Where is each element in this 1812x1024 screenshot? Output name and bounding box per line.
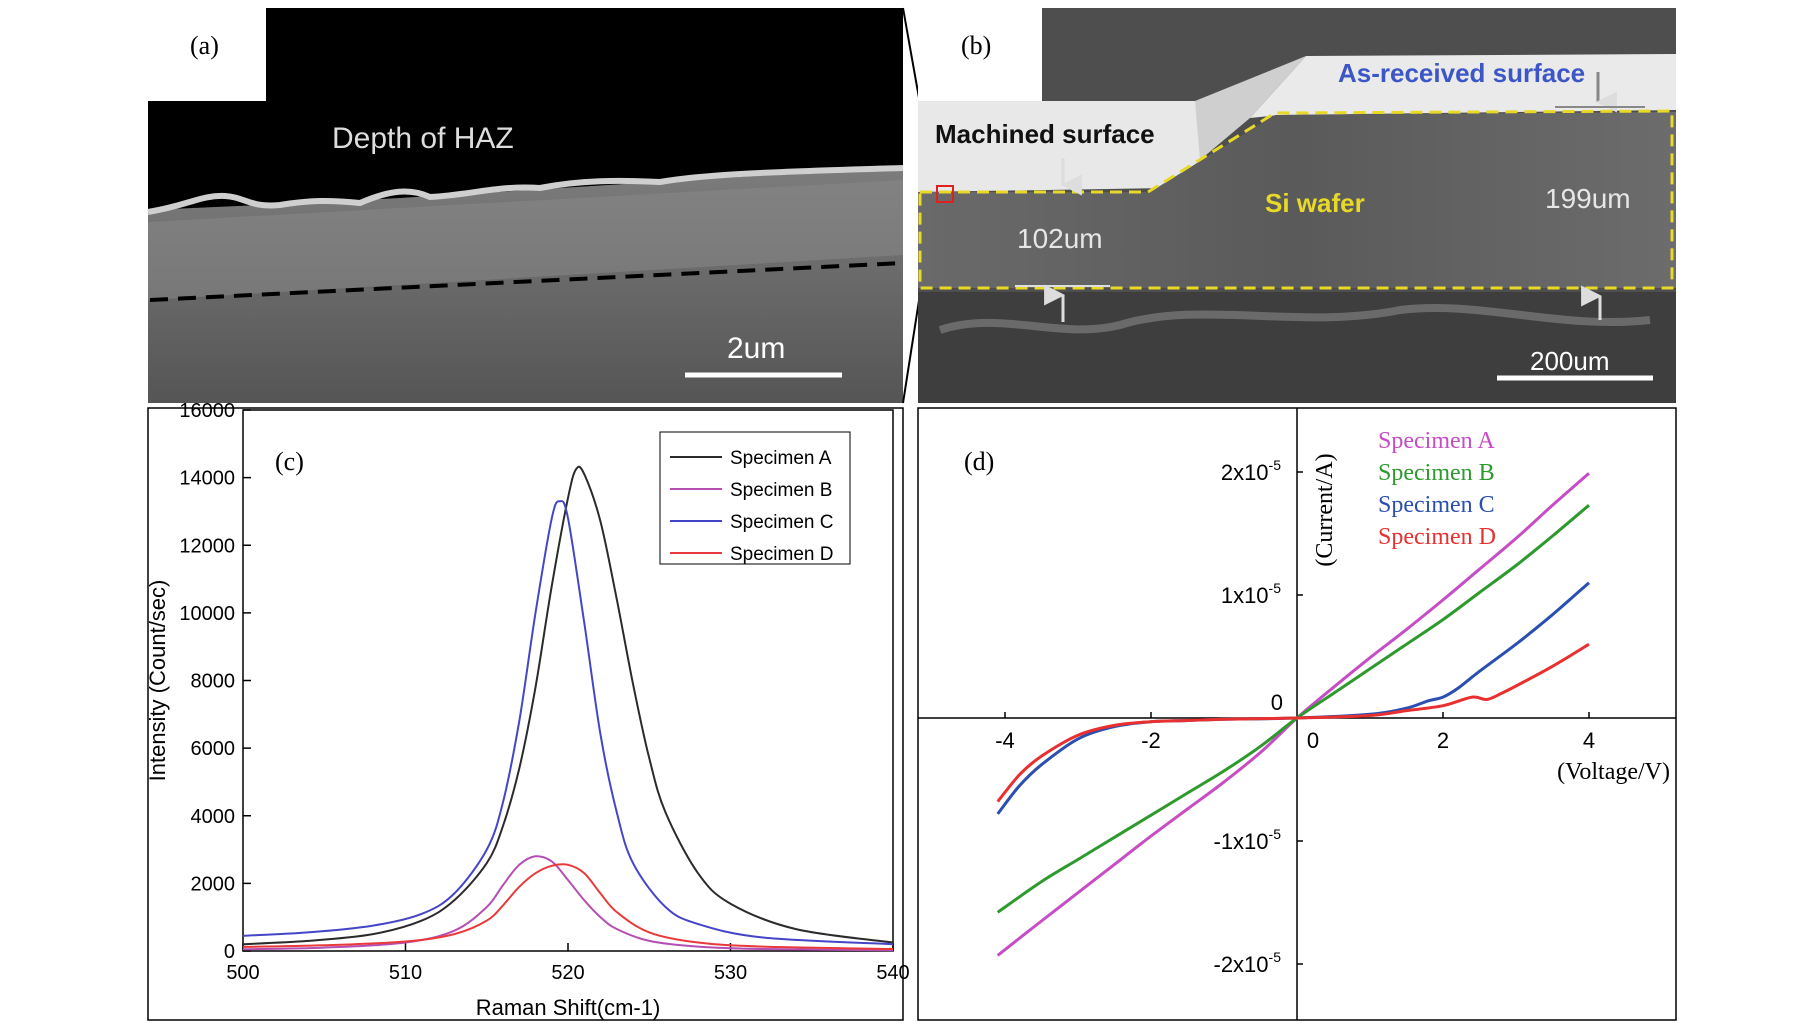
x-tick-label: -4 [995,728,1015,753]
series-line-specimen-a [996,472,1590,957]
panel-b: (b) As-received surface Machined surface… [918,8,1676,403]
legend-entry: Specimen B [1378,460,1495,486]
sem-texture-a [148,180,903,300]
y-tick-exponent: -5 [1269,949,1282,965]
panel-a-label-box [148,8,266,101]
thickness-right-label: 199um [1545,183,1631,214]
panel-b-label: (b) [961,31,991,60]
si-wafer-region [918,112,1676,288]
y-tick-label: 14000 [179,468,235,490]
y-tick-label: 16000 [179,400,235,422]
x-tick-label: 540 [876,962,909,984]
x-tick-label: 530 [714,962,747,984]
y-tick-label: -2x10-5 [1214,949,1282,977]
iv-chart: -4 -2 0 2 42x10-51x10-50-1x10-5-2x10-5(Volta… [918,408,1676,1020]
x-axis-label: Raman Shift(cm-1) [476,995,661,1020]
y-tick-label: 0 [224,941,235,963]
legend [659,431,851,565]
selection-marker [936,185,954,203]
slope-region [1195,56,1306,160]
y-tick-mantissa: 1x10 [1221,583,1269,608]
y-tick-label: 6000 [191,738,236,760]
y-tick-mantissa: -1x10 [1214,829,1269,854]
y-tick-mantissa: 2x10 [1221,460,1269,485]
y-axis-label: (Current/A) [1312,453,1338,566]
y-tick-label: 12000 [179,535,235,557]
y-tick-label: 1x10-5 [1221,580,1281,608]
legend-entry: Specimen D [730,544,834,565]
haz-boundary-line [149,261,904,302]
y-tick-exponent: -5 [1269,826,1282,842]
si-wafer-outline [918,109,1674,290]
y-tick-label: 10000 [179,603,235,625]
panel-c-label: (c) [275,447,304,476]
x-axis-label: (Voltage/V) [1557,759,1670,785]
legend-entry: Specimen B [730,480,832,501]
series-line-specimen-d [242,863,894,950]
sem-edge-a [147,165,904,215]
thickness-left-label: 102um [1017,223,1103,254]
x-tick-label: 520 [551,962,584,984]
series-line-specimen-b [242,855,894,952]
y-tick-exponent: -5 [1269,580,1282,596]
y-tick-label: -1x10-5 [1214,826,1282,854]
x-tick-label: 2 [1437,728,1449,753]
legend-entry: Specimen C [1378,492,1495,518]
substrate-texture [938,304,1651,334]
series-line-specimen-b [996,504,1590,914]
panel-d-label: (d) [964,447,994,476]
y-tick-label: 4000 [191,806,236,828]
x-tick-label: -2 [1141,728,1161,753]
legend-entry: Specimen D [1378,524,1496,550]
haz-depth-annotation: Depth of HAZ [332,122,514,155]
x-tick-label: 500 [226,962,259,984]
y-tick-mantissa: -2x10 [1214,952,1269,977]
y-tick-label: 2000 [191,873,236,895]
legend-entry: Specimen A [1378,428,1495,454]
machined-surface-region [918,101,1215,192]
series-line-specimen-a [242,465,894,946]
x-tick-label: 4 [1583,728,1595,753]
y-axis-label: Intensity (Count/sec) [145,580,170,782]
si-wafer-label: Si wafer [1265,188,1365,218]
as-received-region [1250,54,1676,118]
series-line-specimen-c [242,500,894,946]
series-line-specimen-d [996,642,1590,803]
y-tick-exponent: -5 [1269,457,1282,473]
x-tick-label: 0 [1307,728,1319,753]
as-received-surface-label: As-received surface [1338,58,1585,88]
legend-entry: Specimen A [730,448,832,469]
panel-b-label-box [918,8,1042,101]
panel-a: (a) Depth of HAZ 2um [147,8,904,403]
legend-entry: Specimen C [730,512,834,533]
x-tick-label: 510 [389,962,422,984]
raman-chart: 500 510 520 530 540 0 2000 4000 6000 8000 10000 120… [145,400,910,1020]
machined-surface-label: Machined surface [935,119,1155,149]
scalebar-b-label: 200um [1530,346,1610,376]
scalebar-a-label: 2um [727,332,785,365]
y-tick-label: 2x10-5 [1221,457,1281,485]
y-tick-label: 8000 [191,671,236,693]
y-tick-label: 0 [1271,690,1283,715]
panel-a-label: (a) [190,31,219,60]
substrate-region [918,292,1676,403]
panel-c-frame [147,407,904,1021]
series-line-specimen-c [996,581,1590,815]
